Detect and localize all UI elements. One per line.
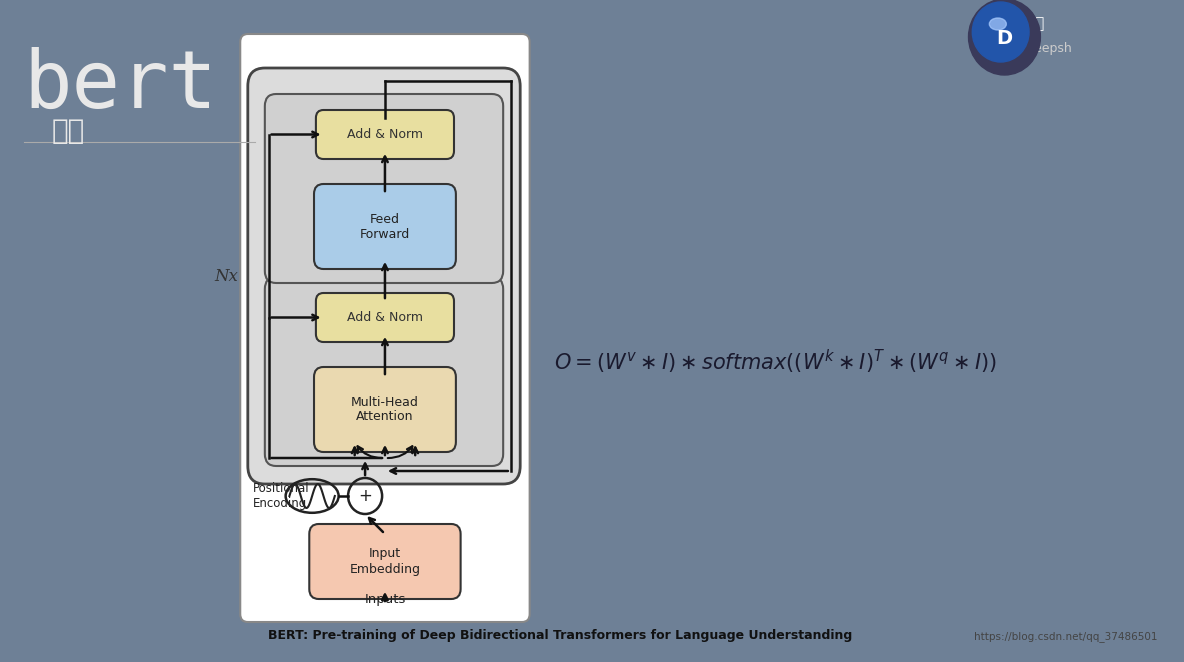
FancyBboxPatch shape xyxy=(240,34,529,622)
Text: bert: bert xyxy=(24,47,218,125)
Text: Add & Norm: Add & Norm xyxy=(347,311,423,324)
FancyBboxPatch shape xyxy=(316,110,453,159)
Text: Input
Embedding: Input Embedding xyxy=(349,547,420,575)
Text: https://blog.csdn.net/qq_37486501: https://blog.csdn.net/qq_37486501 xyxy=(974,631,1158,642)
Text: BERT: Pre-training of Deep Bidirectional Transformers for Language Understanding: BERT: Pre-training of Deep Bidirectional… xyxy=(268,629,852,642)
Text: $O = (W^{v} \ast I) \ast softmax((W^{k} \ast I)^{T} \ast (W^{q} \ast I))$: $O = (W^{v} \ast I) \ast softmax((W^{k} … xyxy=(554,348,997,376)
Text: Multi-Head
Attention: Multi-Head Attention xyxy=(350,395,419,424)
Text: Nx: Nx xyxy=(214,267,238,285)
Circle shape xyxy=(969,0,1041,75)
Text: Positional
Encoding: Positional Encoding xyxy=(252,482,309,510)
Text: deepsh: deepsh xyxy=(1027,42,1072,54)
Text: Inputs: Inputs xyxy=(365,593,406,606)
Text: +: + xyxy=(358,487,372,505)
FancyBboxPatch shape xyxy=(314,367,456,452)
Text: Add & Norm: Add & Norm xyxy=(347,128,423,141)
Circle shape xyxy=(972,2,1029,62)
FancyBboxPatch shape xyxy=(247,68,520,484)
FancyBboxPatch shape xyxy=(265,277,503,466)
Text: 结构: 结构 xyxy=(52,117,85,145)
Text: D: D xyxy=(997,28,1012,48)
Ellipse shape xyxy=(990,18,1006,30)
FancyBboxPatch shape xyxy=(309,524,461,599)
FancyBboxPatch shape xyxy=(314,184,456,269)
FancyBboxPatch shape xyxy=(265,94,503,283)
Text: 深度: 深度 xyxy=(1027,17,1044,32)
FancyBboxPatch shape xyxy=(316,293,453,342)
Text: Feed
Forward: Feed Forward xyxy=(360,213,410,240)
